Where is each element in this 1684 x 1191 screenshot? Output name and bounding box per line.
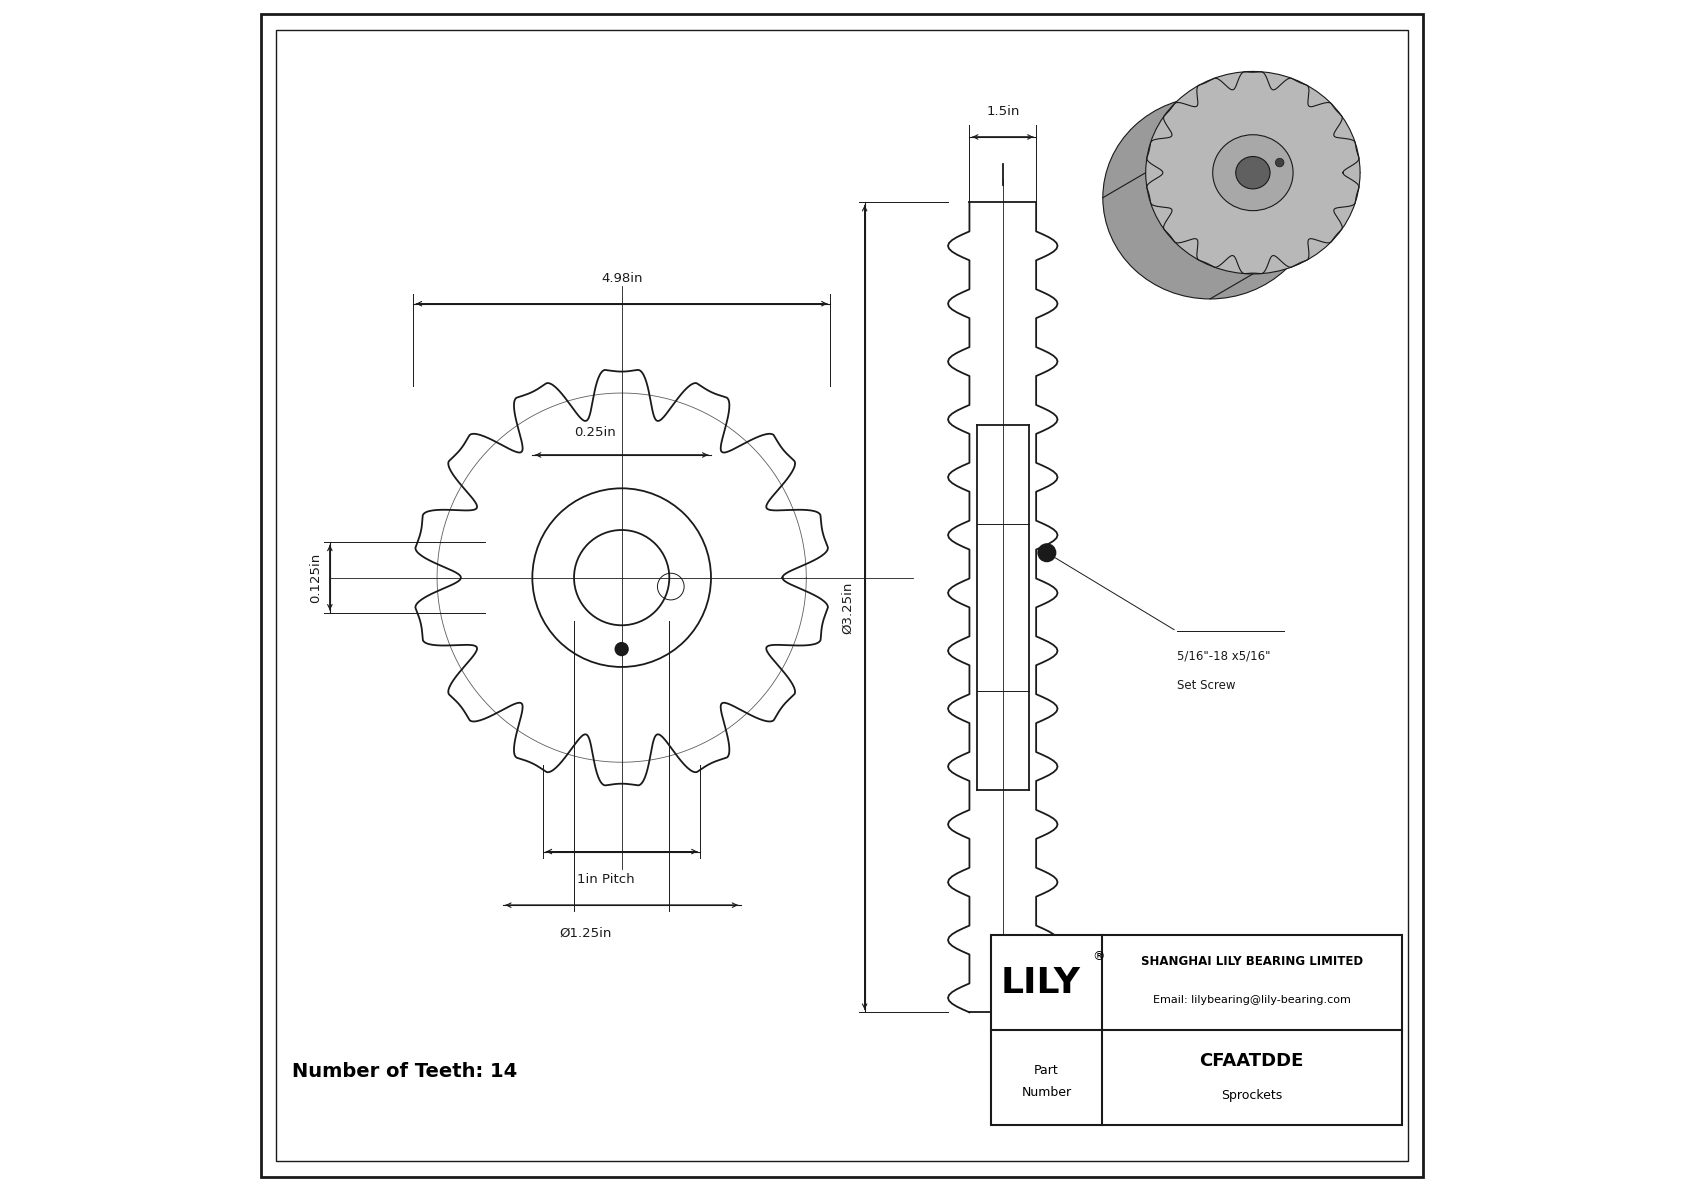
Ellipse shape [1103,96,1317,299]
Text: 0.25in: 0.25in [574,426,616,439]
Text: Ø3.25in: Ø3.25in [842,581,854,634]
Text: Sprockets: Sprockets [1221,1090,1283,1102]
Text: Email: lilybearing@lily-bearing.com: Email: lilybearing@lily-bearing.com [1154,996,1351,1005]
Circle shape [615,642,628,656]
Bar [990,935,1401,1125]
Text: 1.5in: 1.5in [987,105,1019,118]
Text: 5/16"-18 x5/16": 5/16"-18 x5/16" [1177,649,1270,662]
Text: ®: ® [1093,950,1105,962]
Text: Ø1.25in: Ø1.25in [559,927,611,940]
Text: Part: Part [1034,1065,1059,1077]
Circle shape [1037,543,1056,562]
Circle shape [1275,158,1283,167]
Text: SHANGHAI LILY BEARING LIMITED: SHANGHAI LILY BEARING LIMITED [1140,955,1362,967]
Ellipse shape [1145,71,1361,274]
Ellipse shape [1236,156,1270,189]
Ellipse shape [1212,135,1293,211]
Text: Set Screw: Set Screw [1177,679,1234,692]
Text: 4.98in: 4.98in [601,272,642,285]
Text: Number: Number [1021,1086,1071,1098]
Text: LILY: LILY [1000,966,1081,999]
Text: 0.125in: 0.125in [310,553,322,603]
Text: 1in Pitch: 1in Pitch [578,873,635,886]
Text: Number of Teeth: 14: Number of Teeth: 14 [291,1062,517,1081]
Text: CFAATDDE: CFAATDDE [1199,1052,1303,1071]
